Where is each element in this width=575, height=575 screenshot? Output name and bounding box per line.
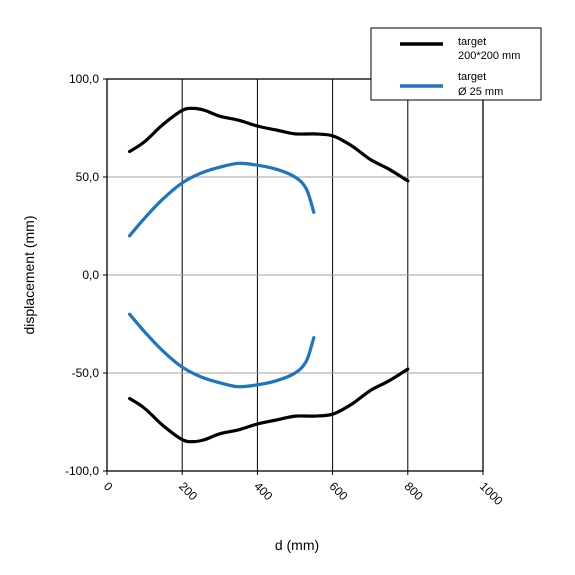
y-tick-label-4: -100,0	[65, 464, 99, 478]
series-2-upper-line	[128, 161, 316, 238]
x-tick-label-1000: 1000	[477, 479, 506, 508]
x-axis-title: d (mm)	[275, 537, 319, 553]
x-tick-label-200: 200	[176, 479, 200, 503]
series-1-upper-line	[128, 106, 410, 183]
x-tick-label-600: 600	[326, 479, 350, 503]
series-lines	[128, 106, 410, 444]
y-tick-label-0: 100,0	[69, 72, 99, 86]
y-tick-label-2: 0,0	[82, 268, 99, 282]
x-tick-label-400: 400	[251, 479, 275, 503]
series-1-lower-line	[128, 367, 410, 444]
legend-label-series-2-line2: Ø 25 mm	[458, 86, 503, 98]
legend-label-series-2-line1: target	[458, 71, 486, 83]
series-2-lower-line	[128, 312, 316, 389]
grid-lines	[107, 79, 483, 471]
y-tick-label-3: -50,0	[72, 366, 100, 380]
y-axis-title: displacement (mm)	[21, 215, 37, 334]
x-tick-label-800: 800	[402, 479, 426, 503]
legend-label-series-1-line1: target	[458, 36, 486, 48]
x-tick-label-0: 0	[101, 479, 116, 494]
legend-box	[370, 27, 542, 101]
legend-label-series-1-line2: 200*200 mm	[458, 50, 520, 62]
y-tick-label-1: 50,0	[76, 170, 100, 184]
legend: target 200*200 mm target Ø 25 mm	[370, 27, 542, 101]
tick-labels: 0 200 400 600 800 1000 100,0 50,0 0,0 -50,0 -100,0	[65, 72, 506, 508]
